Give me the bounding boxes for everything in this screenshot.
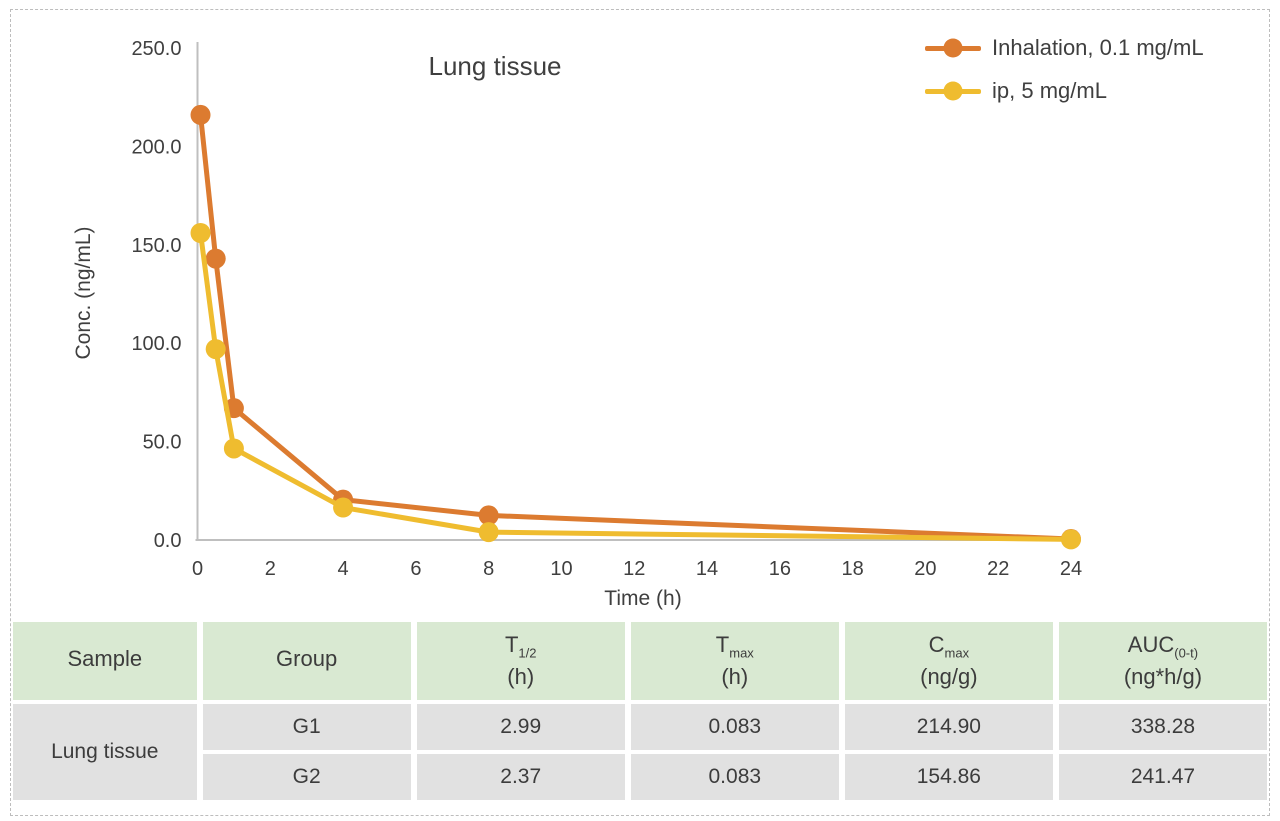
legend-item-inhalation: Inhalation, 0.1 mg/mL: [925, 35, 1204, 60]
svg-text:22: 22: [987, 558, 1009, 580]
cell-sample: Lung tissue: [13, 704, 197, 800]
pk-parameters-table: Sample Group T1/2 (h) Tmax (h) Cmax (ng/g) …: [7, 618, 1273, 804]
legend-label-ip: ip, 5 mg/mL: [992, 78, 1107, 103]
svg-text:0: 0: [192, 558, 203, 580]
svg-text:10: 10: [550, 558, 572, 580]
table-header-row: Sample Group T1/2 (h) Tmax (h) Cmax (ng/g) …: [13, 622, 1267, 700]
x-axis-title: Time (h): [604, 587, 681, 610]
svg-text:250.0: 250.0: [131, 38, 181, 60]
cell-auc-g2: 241.47: [1058, 754, 1267, 800]
col-header-t-max: Tmax (h): [630, 622, 839, 700]
cell-t-max-g2: 0.083: [630, 754, 839, 800]
svg-text:2: 2: [265, 558, 276, 580]
col-header-auc: AUC(0-t) (ng*h/g): [1058, 622, 1267, 700]
cell-t-half-g1: 2.99: [416, 704, 625, 750]
cell-t-max-g1: 0.083: [630, 704, 839, 750]
cell-group-g2: G2: [202, 754, 411, 800]
col-header-group: Group: [202, 622, 411, 700]
svg-text:8: 8: [483, 558, 494, 580]
svg-text:16: 16: [769, 558, 791, 580]
svg-text:6: 6: [410, 558, 421, 580]
svg-text:100.0: 100.0: [131, 333, 181, 355]
svg-text:24: 24: [1060, 558, 1082, 580]
chart-title: Lung tissue: [429, 51, 562, 81]
table-row-g1: Lung tissue G1 2.99 0.083 214.90 338.28: [13, 704, 1267, 800]
svg-text:200.0: 200.0: [131, 136, 181, 158]
dot-icon: [943, 81, 963, 101]
svg-text:4: 4: [338, 558, 349, 580]
pk-concentration-chart: Lung tissue Time (h) Conc. (ng/mL) 0.0 50…: [72, 38, 1082, 610]
line-dot-marker-icon: [925, 81, 981, 101]
chart-data-series: [190, 104, 1081, 550]
chart-legend: Inhalation, 0.1 mg/mL ip, 5 mg/mL: [925, 35, 1204, 103]
svg-text:50.0: 50.0: [143, 432, 182, 454]
legend-label-inhalation: Inhalation, 0.1 mg/mL: [992, 35, 1204, 60]
cell-group-g1: G1: [202, 704, 411, 750]
svg-text:12: 12: [623, 558, 645, 580]
svg-text:20: 20: [914, 558, 936, 580]
svg-text:150.0: 150.0: [131, 235, 181, 257]
cell-auc-g1: 338.28: [1058, 704, 1267, 750]
table-row-g2: G2 2.37 0.083 154.86 241.47: [13, 754, 1267, 800]
svg-text:0.0: 0.0: [154, 530, 182, 552]
cell-c-max-g1: 214.90: [844, 704, 1053, 750]
y-axis-title: Conc. (ng/mL): [72, 226, 95, 359]
col-header-c-max: Cmax (ng/g): [844, 622, 1053, 700]
svg-text:14: 14: [696, 558, 718, 580]
col-header-sample: Sample: [13, 622, 197, 700]
dot-icon: [943, 38, 963, 58]
line-dot-marker-icon: [925, 38, 981, 58]
svg-text:18: 18: [842, 558, 864, 580]
legend-item-ip: ip, 5 mg/mL: [925, 78, 1204, 103]
cell-c-max-g2: 154.86: [844, 754, 1053, 800]
col-header-t-half: T1/2 (h): [416, 622, 625, 700]
cell-t-half-g2: 2.37: [416, 754, 625, 800]
